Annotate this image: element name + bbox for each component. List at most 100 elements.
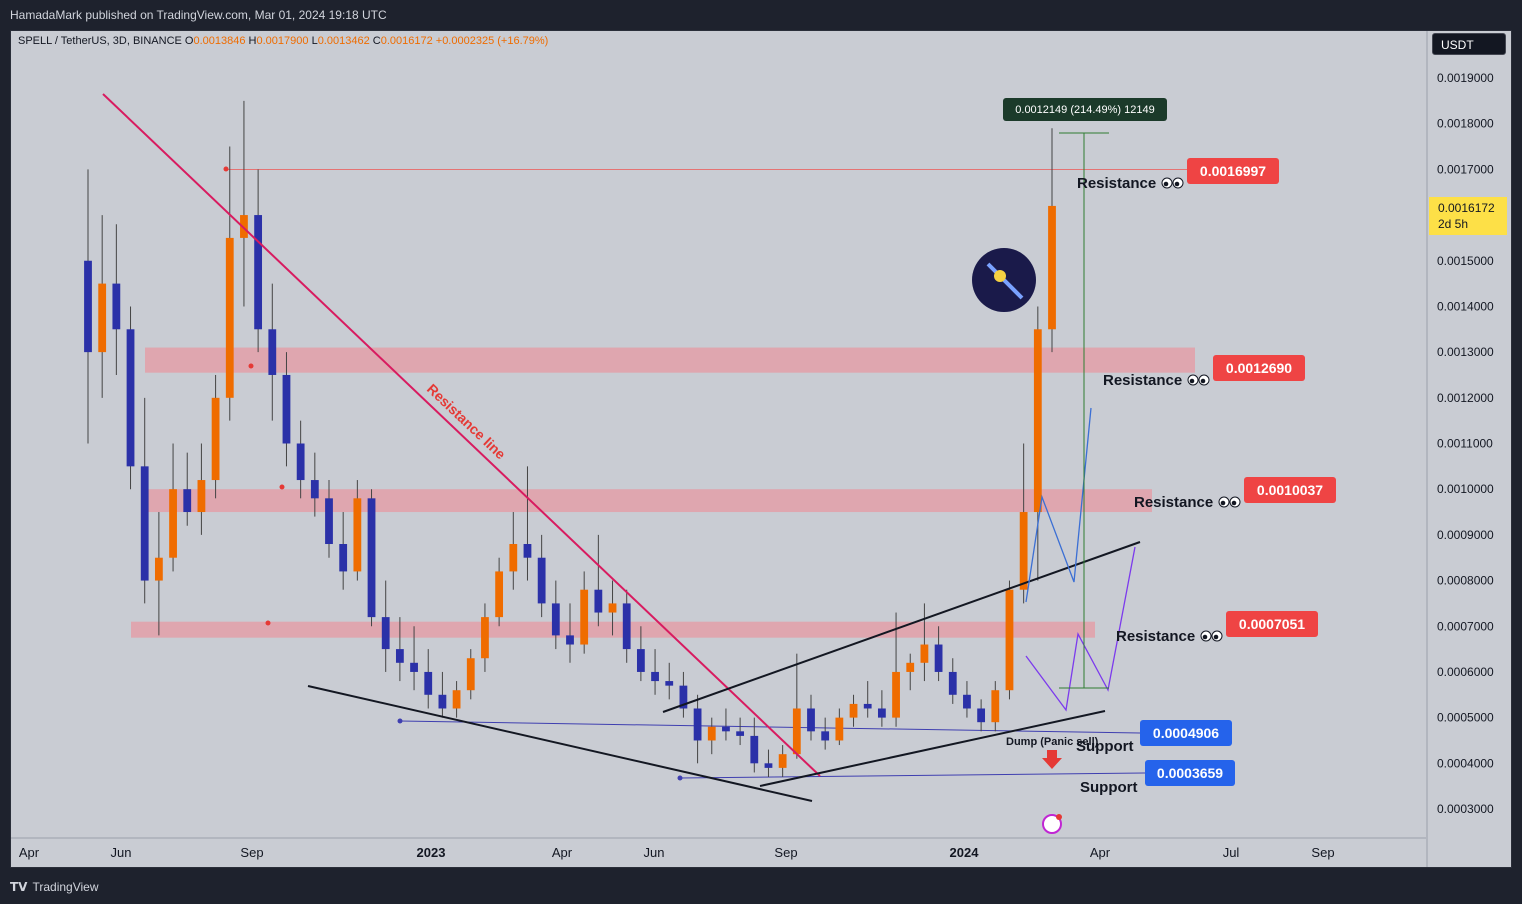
close-label: C (372, 35, 381, 47)
candle-body (169, 489, 177, 558)
candle-body (254, 215, 263, 330)
y-tick-label: 0.0018000 (1437, 117, 1494, 131)
support-price-text: 0.0004906 (1153, 725, 1219, 741)
footer-brand: TV TradingView (0, 870, 1522, 904)
candle-body (367, 498, 376, 618)
open-label: O (184, 35, 194, 47)
open-value: 0.0013846 (193, 35, 246, 47)
candle-body (353, 498, 362, 572)
resistance-line-label: Resistance line (424, 381, 509, 463)
candle-body (197, 480, 206, 513)
high-label: H (248, 35, 257, 47)
y-tick-label: 0.0003000 (1437, 802, 1494, 816)
candle-body (509, 544, 518, 572)
resistance-zone (145, 489, 1152, 513)
candle-body (1048, 205, 1056, 330)
tradingview-logo-icon: TV (10, 880, 28, 894)
high-value: 0.0017900 (256, 35, 309, 47)
candle-body (268, 329, 277, 375)
candle-body (395, 649, 404, 663)
event-marker-dot (1056, 814, 1062, 820)
resistance-price-tag (1244, 477, 1336, 503)
y-tick-label: 0.0013000 (1437, 345, 1494, 359)
support-label: Support (1076, 738, 1134, 755)
candle-body (877, 708, 886, 718)
x-tick-label: Sep (1311, 845, 1334, 860)
candle-body (835, 717, 844, 741)
measure-tag (1003, 98, 1167, 121)
currency-button[interactable]: USDT (1432, 33, 1506, 55)
candle-body (566, 635, 574, 645)
candle-body (693, 708, 702, 741)
candle-body (906, 662, 915, 672)
eye-pupil (1200, 378, 1206, 384)
candle-body (1033, 329, 1042, 513)
candle-body (211, 397, 220, 481)
candle-body (84, 260, 92, 353)
eye-pupil (1202, 634, 1208, 640)
candle-body (452, 690, 461, 709)
resistance-price-text: 0.0012690 (1226, 360, 1292, 376)
last-price-countdown: 2d 5h (1438, 217, 1468, 231)
y-tick-label: 0.0017000 (1437, 162, 1494, 176)
candle-body (523, 544, 532, 558)
candle-body (112, 283, 121, 330)
resistance-price-tag (1226, 611, 1318, 637)
y-tick-label: 0.0014000 (1437, 299, 1494, 313)
x-tick-label: Apr (552, 845, 573, 860)
candle-body (991, 690, 1000, 723)
candle-body (920, 644, 929, 663)
candle-body (296, 443, 305, 481)
candle-body (495, 571, 504, 618)
candle-body (126, 329, 135, 467)
candle-body (736, 731, 745, 736)
resistance-price-text: 0.0010037 (1257, 482, 1323, 498)
symbol-legend: SPELL / TetherUS, 3D, BINANCE O0.0013846… (18, 35, 548, 47)
candle-body (636, 649, 645, 672)
candle-body (651, 671, 659, 682)
eye-pupil (1231, 500, 1237, 506)
candle-body (424, 671, 433, 695)
candle-body (154, 557, 163, 581)
eye-pupil (1220, 500, 1226, 506)
x-tick-label: Jul (1223, 845, 1240, 860)
x-tick-label: 2024 (950, 845, 980, 860)
candle-body (821, 731, 830, 741)
candle-body (977, 708, 986, 723)
descending-resistance-line (102, 93, 821, 777)
dump-label: Dump (Panic sell) (1006, 736, 1099, 748)
candle-body (240, 215, 248, 238)
x-tick-label: Jun (111, 845, 132, 860)
y-tick-label: 0.0009000 (1437, 528, 1494, 542)
event-marker-icon (1042, 814, 1062, 834)
candle-body (381, 617, 390, 650)
candle-body (438, 694, 447, 709)
candle-body (140, 466, 149, 581)
candle-body (707, 726, 716, 741)
resistance-price-tag (1187, 158, 1279, 184)
resistance-label: Resistance (1134, 494, 1213, 511)
support-label: Support (1080, 779, 1138, 796)
candle-body (580, 589, 589, 645)
y-tick-label: 0.0015000 (1437, 254, 1494, 268)
candle-body (1005, 589, 1014, 691)
resistance-label: Resistance (1077, 175, 1156, 192)
level-anchor (223, 166, 229, 172)
resistance-label: Resistance (1116, 628, 1195, 645)
candle-body (481, 617, 489, 659)
candle-body (1019, 512, 1028, 590)
candle-body (679, 685, 688, 709)
spell-logo-wand (986, 262, 1024, 300)
candle-body (310, 480, 319, 499)
candle-body (622, 603, 631, 650)
candle-body (778, 754, 787, 768)
y-tick-label: 0.0012000 (1437, 391, 1494, 405)
candle-body (466, 658, 475, 691)
candle-body (750, 735, 759, 764)
footer-brand-text: TradingView (32, 880, 99, 894)
candle-body (863, 703, 872, 709)
symbol-name: SPELL / TetherUS, 3D, BINANCE (18, 35, 182, 47)
x-tick-label: Sep (774, 845, 797, 860)
candle-body (551, 603, 560, 636)
